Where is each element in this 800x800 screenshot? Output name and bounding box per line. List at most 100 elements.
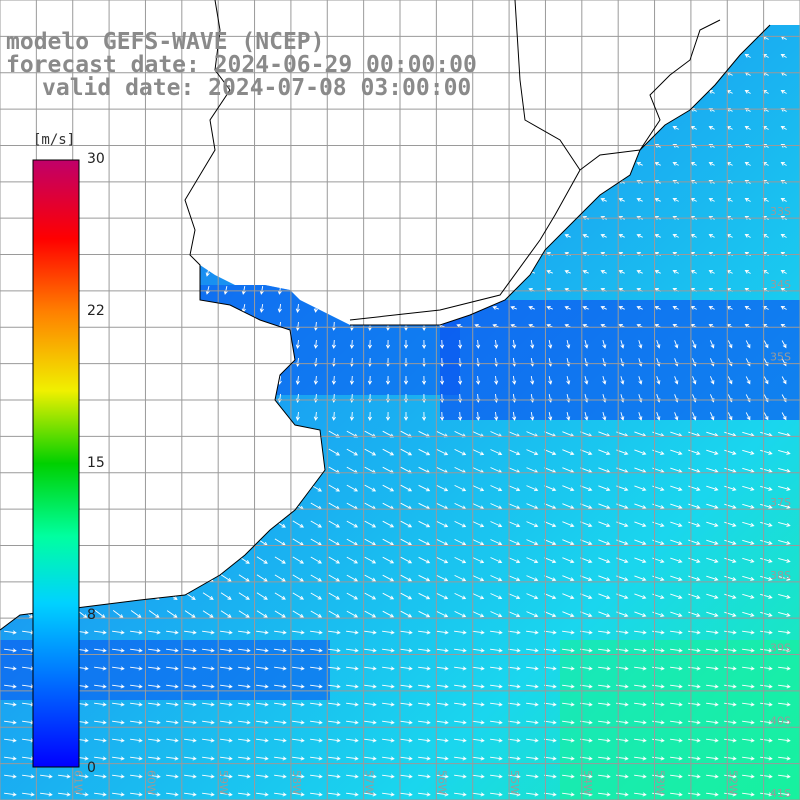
- wind-arrow: [115, 142, 120, 151]
- wind-arrow: [238, 484, 250, 492]
- wind-arrow: [115, 340, 120, 349]
- wind-arrow: [724, 720, 737, 725]
- latitude-label: 35S: [770, 351, 791, 364]
- wind-arrow: [706, 702, 719, 707]
- wind-arrow: [223, 231, 228, 241]
- wind-arrow: [742, 467, 755, 473]
- wind-arrow: [512, 339, 517, 349]
- wind-arrow: [382, 792, 395, 797]
- wind-arrow: [526, 792, 539, 797]
- wind-arrow: [598, 503, 611, 510]
- wind-arrow: [778, 467, 791, 473]
- wind-arrow: [688, 738, 701, 743]
- wind-arrow: [151, 232, 156, 241]
- wind-arrow: [331, 123, 336, 133]
- wind-arrow: [688, 648, 701, 653]
- wind-arrow: [548, 340, 553, 349]
- wind-arrow: [512, 375, 517, 385]
- wind-arrow: [760, 738, 773, 743]
- wind-arrow: [241, 142, 246, 151]
- wind-arrow: [259, 322, 264, 331]
- wind-arrow: [564, 306, 571, 310]
- wind-arrow: [760, 611, 773, 617]
- wind-arrow: [672, 36, 679, 40]
- wind-arrow: [454, 630, 467, 635]
- wind-arrow: [292, 610, 305, 618]
- wind-arrow: [760, 557, 773, 563]
- wind-arrow: [94, 738, 107, 743]
- wind-arrow: [241, 340, 246, 349]
- wind-arrow: [598, 449, 611, 456]
- wind-arrow: [547, 19, 553, 22]
- wind-arrow: [744, 90, 751, 94]
- wind-arrow: [260, 16, 263, 24]
- wind-arrow: [94, 556, 106, 565]
- wind-arrow: [238, 520, 250, 528]
- wind-arrow: [79, 250, 85, 259]
- wind-arrow: [436, 756, 449, 761]
- wind-arrow: [403, 286, 409, 295]
- wind-arrow: [562, 792, 575, 797]
- wind-arrow: [490, 630, 503, 635]
- wind-arrow: [454, 648, 467, 653]
- wind-arrow: [526, 593, 539, 600]
- wind-arrow: [223, 375, 228, 385]
- colorbar-tick-22: 22: [87, 303, 105, 319]
- wind-arrow: [742, 774, 755, 779]
- wind-arrow: [472, 593, 485, 600]
- wind-arrow: [151, 250, 156, 259]
- wind-arrow: [706, 449, 719, 455]
- wind-arrow: [25, 106, 31, 115]
- wind-arrow: [565, 19, 570, 22]
- wind-arrow: [7, 232, 13, 241]
- wind-arrow: [508, 611, 521, 618]
- wind-arrow: [8, 17, 12, 24]
- wind-arrow: [367, 375, 372, 385]
- wind-arrow: [688, 449, 701, 455]
- wind-arrow: [760, 684, 773, 689]
- wind-arrow: [25, 376, 31, 385]
- wind-arrow: [25, 124, 31, 133]
- wind-arrow: [364, 592, 377, 600]
- wind-arrow: [726, 54, 733, 58]
- wind-arrow: [205, 141, 210, 151]
- wind-arrow: [346, 448, 359, 456]
- wind-arrow: [5, 573, 16, 583]
- wind-arrow: [364, 648, 377, 653]
- wind-arrow: [566, 411, 571, 421]
- wind-arrow: [346, 520, 359, 528]
- wind-arrow: [742, 575, 755, 581]
- wind-arrow: [763, 340, 769, 349]
- wind-arrow: [544, 521, 557, 528]
- wind-arrow: [438, 233, 445, 238]
- wind-arrow: [546, 162, 553, 166]
- wind-arrow: [130, 556, 142, 565]
- wind-arrow: [367, 105, 372, 115]
- wind-arrow: [277, 105, 282, 115]
- wind-arrow: [618, 198, 625, 202]
- wind-arrow: [602, 411, 607, 421]
- wind-arrow: [742, 521, 755, 527]
- wind-arrow: [582, 54, 589, 58]
- wind-arrow: [602, 375, 607, 385]
- wind-arrow: [418, 666, 431, 671]
- wind-arrow: [670, 611, 683, 617]
- wind-arrow: [670, 521, 683, 527]
- wind-arrow: [202, 592, 214, 600]
- wind-arrow: [349, 339, 354, 349]
- wind-arrow: [526, 756, 539, 761]
- wind-arrow: [4, 720, 17, 725]
- wind-arrow: [526, 449, 539, 456]
- wind-arrow: [564, 36, 571, 40]
- wind-arrow: [7, 322, 13, 331]
- wind-arrow: [706, 485, 719, 491]
- wind-arrow: [634, 684, 647, 689]
- wind-arrow: [202, 738, 215, 743]
- longitude-label: 55W: [508, 770, 521, 795]
- wind-arrow: [241, 124, 246, 133]
- wind-arrow: [130, 684, 143, 689]
- wind-arrow: [598, 593, 611, 600]
- wind-arrow: [151, 358, 156, 367]
- wind-arrow: [223, 105, 228, 115]
- wind-arrow: [636, 234, 643, 238]
